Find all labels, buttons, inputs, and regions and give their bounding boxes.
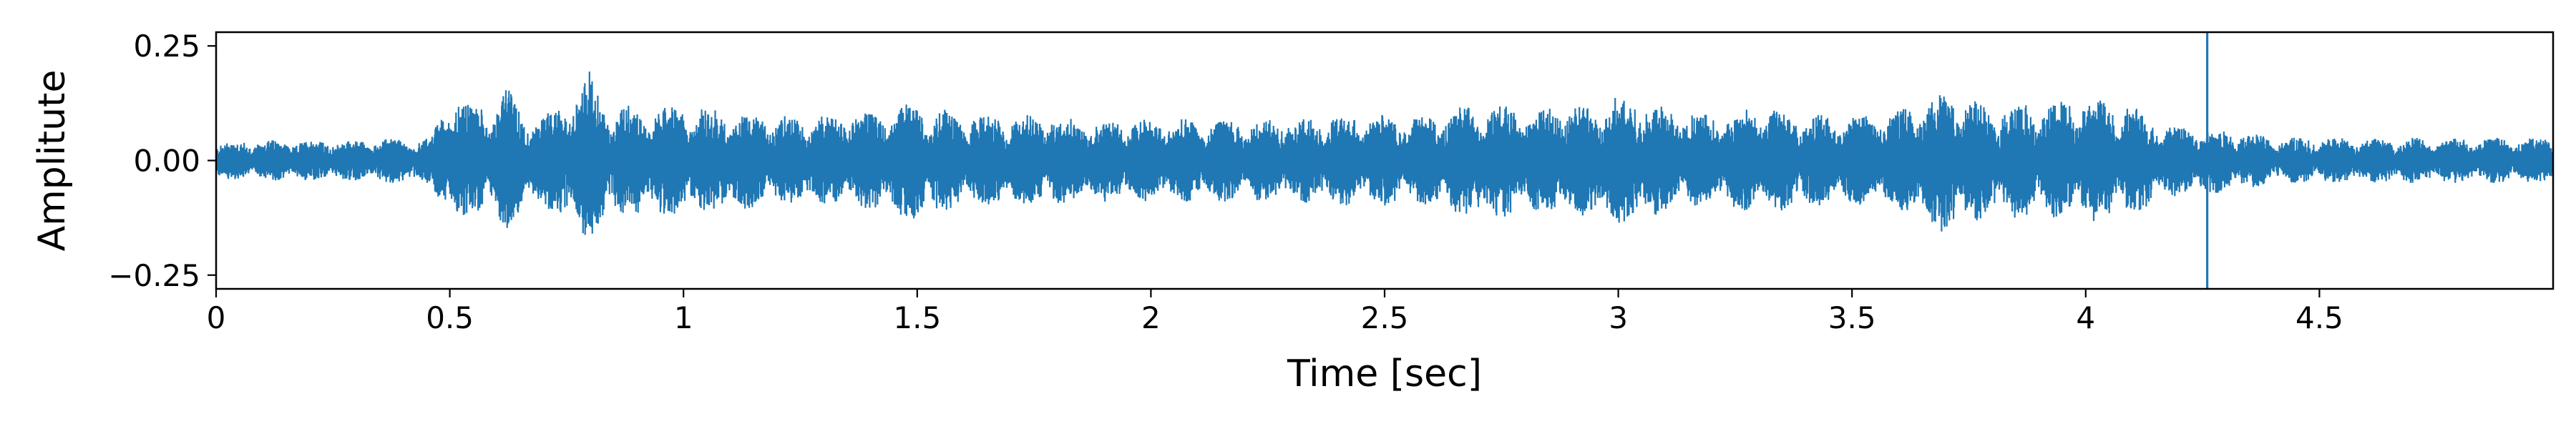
plot-area [215, 31, 2555, 290]
waveform-series-line [216, 72, 2553, 235]
x-tick-label: 2 [1141, 300, 1161, 335]
x-tick-label: 0 [207, 300, 226, 335]
x-tick-label: 3.5 [1828, 300, 1876, 335]
x-axis-title: Time [sec] [1287, 352, 1482, 395]
x-tick-label: 0.5 [426, 300, 474, 335]
x-tick-label: 1 [674, 300, 693, 335]
x-tick-label: 2.5 [1361, 300, 1409, 335]
x-tick-label: 4.5 [2296, 300, 2343, 335]
x-tick-label: 1.5 [893, 300, 941, 335]
x-axis: 0 0.5 1 1.5 2 2.5 3 3.5 4 4.5 [207, 289, 2343, 335]
x-tick-label: 3 [1609, 300, 1628, 335]
y-axis: 0.25 0.00 −0.25 [108, 29, 216, 293]
y-tick-label: 0.25 [133, 29, 200, 64]
y-tick-label: 0.00 [133, 144, 200, 179]
y-axis-title: Amplitute [31, 70, 74, 252]
x-tick-label: 4 [2076, 300, 2095, 335]
y-tick-label: −0.25 [108, 258, 200, 293]
